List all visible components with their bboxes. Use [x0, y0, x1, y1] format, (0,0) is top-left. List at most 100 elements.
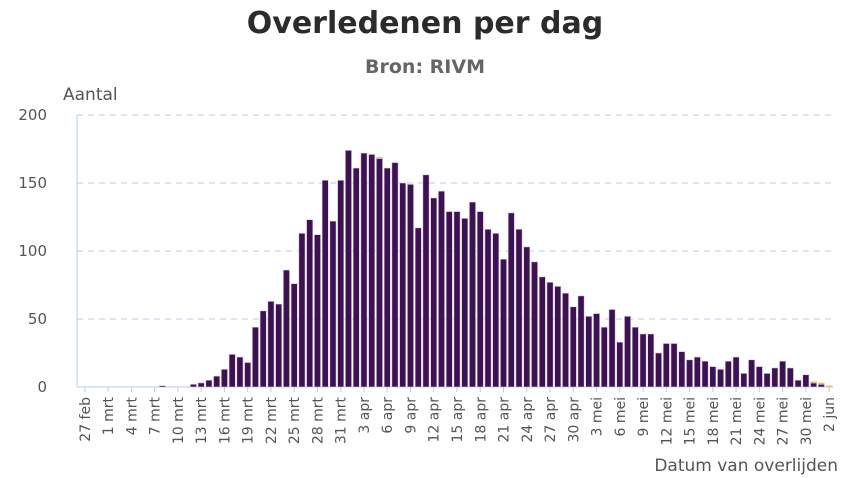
bar [585, 315, 593, 388]
bar [577, 295, 585, 388]
bar [748, 359, 755, 388]
x-tick-label: 25 mrt [287, 396, 303, 444]
x-tick-label: 9 mei [636, 397, 652, 437]
x-tick-label: 28 mrt [310, 396, 326, 444]
chart-subtitle: Bron: RIVM [365, 56, 485, 78]
bar-overlay [825, 385, 833, 388]
bar [600, 326, 608, 388]
x-tick-label: 2 jun [822, 397, 838, 432]
bar [469, 201, 476, 388]
bar [252, 326, 259, 388]
bar [655, 352, 662, 388]
bar [352, 167, 360, 388]
bar [221, 369, 228, 388]
bar [306, 219, 314, 388]
x-tick-label: 18 apr [473, 397, 489, 443]
bar [608, 309, 616, 388]
bar [438, 190, 445, 388]
bar [430, 197, 438, 388]
x-tick-label: 15 mei [683, 397, 699, 445]
x-tick-label: 6 mei [613, 397, 629, 437]
x-tick-label: 7 mrt [148, 396, 164, 435]
bar [562, 292, 569, 388]
y-tick-label: 100 [18, 242, 47, 260]
bar [197, 382, 205, 388]
bar [383, 167, 391, 388]
x-tick-label: 16 mrt [217, 396, 233, 444]
bar [321, 179, 329, 388]
bar [492, 233, 500, 388]
bar [662, 343, 670, 388]
x-tick-label: 27 feb [78, 397, 94, 442]
bar [616, 341, 624, 388]
bar [391, 162, 399, 388]
y-tick-label: 200 [18, 106, 47, 124]
y-tick-label: 50 [28, 310, 47, 328]
bar [500, 258, 507, 388]
bar [368, 154, 376, 388]
bar [345, 150, 352, 388]
y-tick-label: 150 [18, 174, 47, 192]
x-tick-label: 24 mei [752, 397, 768, 445]
bar [414, 227, 422, 388]
bar [647, 333, 655, 388]
bar [298, 233, 306, 388]
bar [314, 234, 321, 388]
bar [531, 261, 538, 388]
chart-title: Overledenen per dag [246, 6, 604, 41]
bar-overlay [817, 382, 825, 385]
bar [329, 220, 337, 388]
bar [771, 367, 779, 388]
x-tick-label: 21 apr [497, 397, 513, 443]
bar [205, 379, 213, 388]
bar [507, 212, 515, 388]
bar [515, 228, 523, 388]
bar [259, 310, 267, 388]
bar [538, 276, 546, 388]
bar [794, 379, 802, 388]
bar [779, 360, 787, 388]
bar [709, 366, 717, 388]
bar [476, 211, 484, 388]
bar [639, 333, 647, 388]
x-tick-label: 31 mrt [334, 396, 350, 444]
bar [290, 283, 298, 388]
bar [523, 246, 531, 388]
bar [159, 385, 166, 388]
bar [670, 343, 678, 388]
bar [593, 313, 600, 388]
bar [724, 360, 732, 388]
bar [717, 369, 724, 388]
bar [283, 269, 290, 388]
x-tick-label: 27 mei [776, 397, 792, 445]
bar [624, 315, 631, 388]
bar [693, 356, 701, 388]
bar [445, 211, 453, 388]
bar [755, 366, 763, 388]
bar [190, 383, 197, 388]
bar [360, 152, 368, 388]
bar [337, 179, 345, 388]
x-tick-label: 12 mei [659, 397, 675, 445]
x-tick-label: 6 apr [380, 397, 396, 434]
x-tick-label: 9 apr [403, 397, 419, 434]
bar [569, 306, 577, 388]
bar [267, 301, 275, 388]
bar [740, 373, 748, 388]
bar [399, 182, 407, 388]
x-tick-label: 3 apr [357, 397, 373, 434]
bar [817, 383, 825, 388]
bar [484, 228, 492, 388]
bar-overlay [376, 156, 383, 159]
bar [786, 367, 794, 388]
bar [631, 326, 639, 388]
x-tick-label: 3 mei [590, 397, 606, 437]
y-axis-label: Aantal [63, 85, 118, 105]
bar [407, 184, 414, 388]
x-tick-label: 15 apr [450, 397, 466, 443]
bar [701, 360, 709, 388]
bar [228, 354, 236, 388]
x-tick-label: 18 mei [706, 397, 722, 445]
bar [763, 373, 771, 388]
